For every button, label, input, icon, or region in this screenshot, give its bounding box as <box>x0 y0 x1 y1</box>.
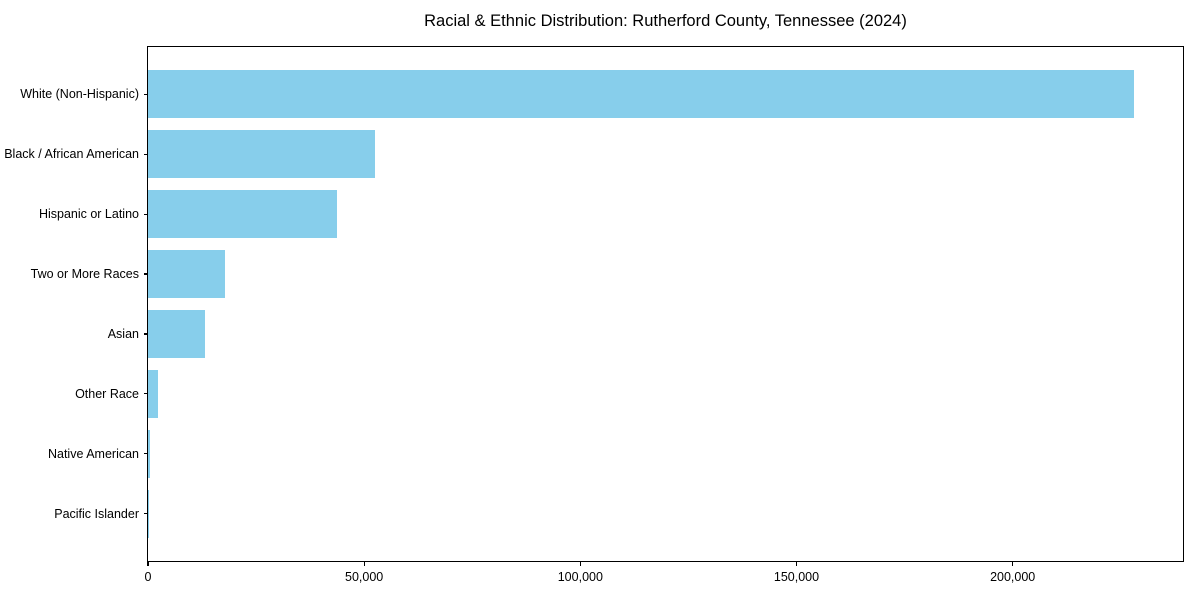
y-tick <box>144 93 148 95</box>
bar <box>148 250 225 298</box>
y-tick <box>144 453 148 455</box>
x-tick-label: 200,000 <box>990 570 1036 584</box>
x-tick-label: 150,000 <box>773 570 820 584</box>
bar <box>148 190 338 239</box>
y-tick <box>144 333 148 335</box>
y-axis-label: White (Non-Hispanic) <box>20 87 139 102</box>
x-tick <box>795 561 798 566</box>
y-tick <box>144 273 148 275</box>
y-axis-label: Native American <box>47 446 139 461</box>
x-tick <box>363 561 365 566</box>
y-tick <box>144 513 148 515</box>
bar <box>148 130 375 179</box>
y-axis-label: Hispanic or Latino <box>38 207 139 222</box>
y-axis-label: Asian <box>107 326 139 341</box>
y-axis-label: Other Race <box>75 386 139 401</box>
plot-area: White (Non-Hispanic) Black / African Amer… <box>4 46 1184 584</box>
y-axis-label: Two or More Races <box>30 267 139 282</box>
y-axis-label: Pacific Islander <box>54 506 139 521</box>
y-tick <box>144 153 148 155</box>
bar <box>148 429 151 478</box>
y-axis-label: Black / African American <box>4 147 139 162</box>
x-tick <box>579 561 581 566</box>
chart-title: Racial & Ethnic Distribution: Rutherford… <box>424 12 907 30</box>
bar <box>148 70 1134 119</box>
bar <box>148 309 205 358</box>
x-tick-label: 0 <box>144 570 152 584</box>
x-tick-label: 50,000 <box>345 570 384 584</box>
y-tick <box>144 393 148 395</box>
x-tick-label: 100,000 <box>557 570 603 584</box>
bar <box>148 489 149 538</box>
y-tick <box>144 213 148 215</box>
bar <box>148 369 158 418</box>
x-tick <box>1012 561 1014 566</box>
x-tick <box>147 561 149 566</box>
